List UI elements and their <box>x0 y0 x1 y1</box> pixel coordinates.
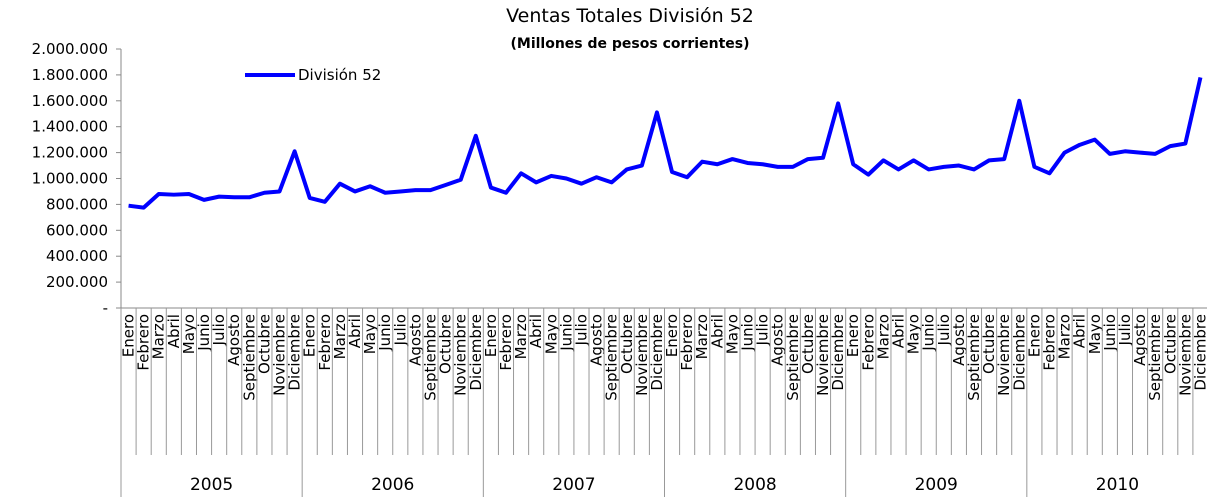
x-tick-label: Mayo <box>180 314 198 354</box>
x-tick-label: Mayo <box>905 314 923 354</box>
y-tick-label: 2.000.000 <box>32 40 108 58</box>
x-tick-label: Septiembre <box>965 314 983 401</box>
x-tick-label: Marzo <box>874 314 892 359</box>
x-tick-label: Enero <box>301 314 319 357</box>
x-tick-label: Septiembre <box>784 314 802 401</box>
x-tick-label: Junio <box>1101 314 1119 352</box>
x-tick-label: Junio <box>195 314 213 352</box>
x-tick-label: Agosto <box>1131 314 1149 366</box>
x-tick-label: Octubre <box>437 314 455 374</box>
line-series <box>128 77 1203 210</box>
x-tick-label: Marzo <box>693 314 711 359</box>
x-tick-label: Junio <box>739 314 757 352</box>
x-tick-label: Junio <box>920 314 938 352</box>
year-label: 2009 <box>915 475 958 495</box>
x-tick-label: Julio <box>391 314 409 346</box>
x-tick-label: Agosto <box>769 314 787 366</box>
x-tick-label: Abril <box>165 314 183 348</box>
x-tick-label: Enero <box>1025 314 1043 357</box>
x-tick-label: Julio <box>935 314 953 346</box>
x-tick-label: Enero <box>120 314 138 357</box>
y-tick-label: 600.000 <box>46 221 108 239</box>
year-label: 2005 <box>190 475 233 495</box>
x-tick-label: Febrero <box>859 314 877 371</box>
y-tick-label: 1.000.000 <box>32 170 108 188</box>
legend-label: División 52 <box>298 66 381 84</box>
x-tick-label: Marzo <box>331 314 349 359</box>
x-tick-label: Junio <box>557 314 575 352</box>
y-tick-label: 1.600.000 <box>32 92 108 110</box>
chart-subtitle: (Millones de pesos corrientes) <box>511 36 750 52</box>
x-tick-label: Enero <box>663 314 681 357</box>
x-tick-label: Noviembre <box>452 314 470 396</box>
x-tick-label: Octubre <box>1161 314 1179 374</box>
year-label: 2006 <box>371 475 414 495</box>
y-tick-label: 1.200.000 <box>32 144 108 162</box>
year-label: 2008 <box>733 475 776 495</box>
x-tick-label: Abril <box>1071 314 1089 348</box>
x-tick-label: Julio <box>210 314 228 346</box>
x-tick-label: Octubre <box>618 314 636 374</box>
x-tick-label: Marzo <box>512 314 530 359</box>
x-tick-label: Abril <box>527 314 545 348</box>
x-tick-label: Agosto <box>950 314 968 366</box>
year-label: 2010 <box>1096 475 1139 495</box>
x-tick-label: Mayo <box>361 314 379 354</box>
x-tick-label: Mayo <box>723 314 741 354</box>
x-tick-label: Septiembre <box>421 314 439 401</box>
x-tick-label: Enero <box>482 314 500 357</box>
x-tick-label: Abril <box>346 314 364 348</box>
x-tick-label: Marzo <box>1056 314 1074 359</box>
x-tick-label: Agosto <box>225 314 243 366</box>
x-tick-label: Julio <box>754 314 772 346</box>
x-tick-label: Diciembre <box>1191 314 1207 391</box>
x-tick-label: Septiembre <box>1146 314 1164 401</box>
x-tick-label: Julio <box>572 314 590 346</box>
y-tick-label: 1.400.000 <box>32 118 108 136</box>
y-tick-label: 1.800.000 <box>32 66 108 84</box>
x-tick-label: Noviembre <box>633 314 651 396</box>
x-tick-label: Junio <box>376 314 394 352</box>
x-tick-label: Agosto <box>588 314 606 366</box>
y-tick-label: 200.000 <box>46 273 108 291</box>
x-tick-label: Agosto <box>406 314 424 366</box>
x-tick-label: Noviembre <box>1176 314 1194 396</box>
x-tick-label: Diciembre <box>1010 314 1028 391</box>
x-tick-label: Febrero <box>678 314 696 371</box>
x-tick-label: Julio <box>1116 314 1134 346</box>
y-tick-label: - <box>103 299 108 317</box>
x-tick-label: Abril <box>708 314 726 348</box>
x-tick-label: Noviembre <box>814 314 832 396</box>
x-tick-label: Noviembre <box>995 314 1013 396</box>
x-tick-label: Noviembre <box>271 314 289 396</box>
x-tick-label: Abril <box>890 314 908 348</box>
chart-title: Ventas Totales División 52 <box>506 5 754 27</box>
x-tick-label: Enero <box>844 314 862 357</box>
y-tick-label: 800.000 <box>46 195 108 213</box>
x-tick-label: Diciembre <box>648 314 666 391</box>
x-tick-label: Diciembre <box>829 314 847 391</box>
x-tick-label: Mayo <box>542 314 560 354</box>
x-tick-label: Marzo <box>150 314 168 359</box>
x-tick-label: Octubre <box>255 314 273 374</box>
x-tick-label: Mayo <box>1086 314 1104 354</box>
x-tick-label: Febrero <box>135 314 153 371</box>
x-tick-label: Septiembre <box>603 314 621 401</box>
x-tick-label: Octubre <box>799 314 817 374</box>
y-tick-label: 400.000 <box>46 247 108 265</box>
x-tick-label: Febrero <box>316 314 334 371</box>
x-tick-label: Febrero <box>1040 314 1058 371</box>
x-tick-label: Diciembre <box>286 314 304 391</box>
x-tick-label: Febrero <box>497 314 515 371</box>
x-tick-label: Diciembre <box>467 314 485 391</box>
x-tick-label: Octubre <box>980 314 998 374</box>
x-tick-label: Septiembre <box>240 314 258 401</box>
year-label: 2007 <box>552 475 595 495</box>
